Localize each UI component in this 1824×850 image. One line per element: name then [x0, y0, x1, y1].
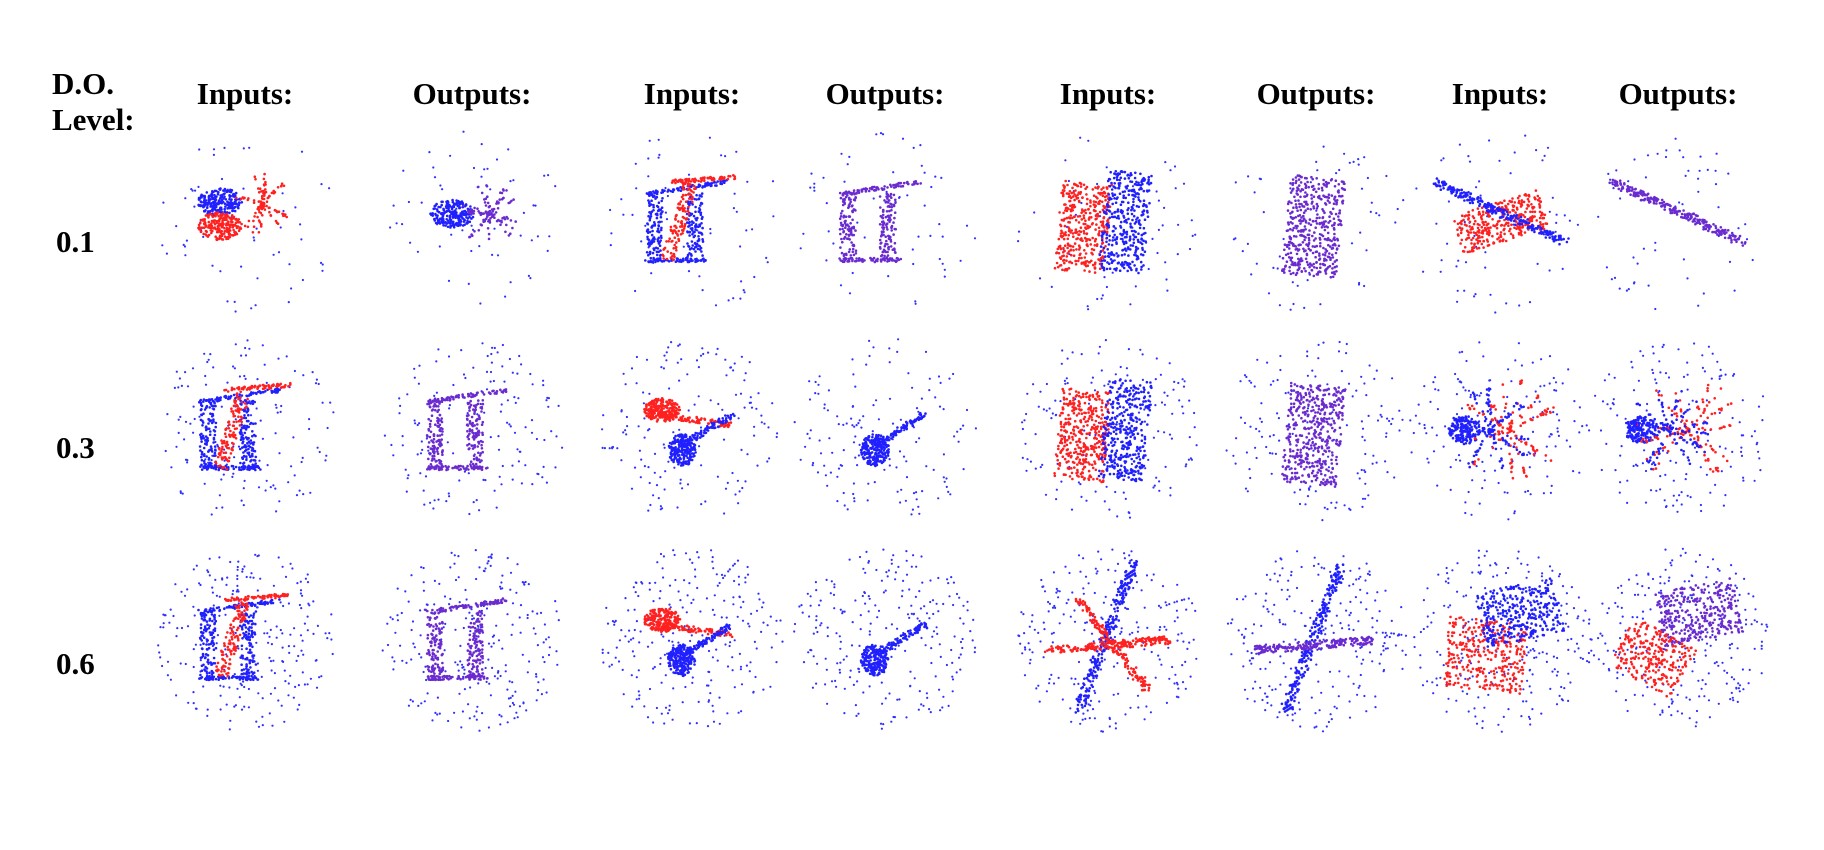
point-cloud-input-chair	[145, 540, 345, 740]
point-cloud-plot	[161, 146, 331, 313]
point-cloud-output-plank	[1578, 122, 1778, 322]
point-cloud-output-airplane	[1216, 540, 1416, 740]
point-cloud-output-sofa	[1216, 330, 1416, 530]
point-cloud-input-chair	[145, 330, 345, 530]
point-cloud-plot	[1413, 549, 1593, 733]
point-cloud-plot	[609, 136, 775, 307]
point-cloud-plot	[1597, 137, 1754, 311]
point-cloud-output-chair	[785, 122, 985, 322]
row-label-dropout-0-1: 0.1	[56, 224, 95, 259]
column-header-inputs: Inputs:	[643, 76, 741, 111]
point-cloud-output-guitar	[785, 540, 985, 740]
column-header-outputs: Outputs:	[1256, 76, 1376, 111]
point-cloud-plot	[1017, 548, 1198, 733]
point-cloud-output-chair	[372, 540, 572, 740]
point-cloud-plot	[601, 549, 784, 728]
point-cloud-plot	[383, 342, 564, 516]
point-cloud-plot	[157, 553, 334, 731]
point-cloud-input-sofa	[1008, 330, 1208, 530]
point-cloud-output-guitar	[785, 330, 985, 530]
point-cloud-plot	[1588, 547, 1769, 728]
point-cloud-plot	[389, 130, 557, 305]
point-cloud-input-sofa	[1008, 122, 1208, 322]
column-header-outputs: Outputs:	[1618, 76, 1738, 111]
point-cloud-plot	[799, 132, 977, 305]
point-cloud-input-lamp	[145, 122, 345, 322]
point-cloud-plot	[164, 339, 335, 516]
point-cloud-output-lamp	[372, 122, 572, 322]
point-cloud-input-guitar	[592, 540, 792, 740]
column-header-outputs: Outputs:	[412, 76, 532, 111]
point-cloud-plot	[1409, 341, 1584, 521]
point-cloud-plot	[1415, 134, 1579, 314]
point-cloud-plot	[793, 338, 977, 516]
point-cloud-input-chair	[592, 122, 792, 322]
row-label-dropout-0-3: 0.3	[56, 430, 95, 465]
point-cloud-plot	[1017, 136, 1197, 311]
point-cloud-input-plank	[1400, 122, 1600, 322]
point-cloud-plot	[1226, 550, 1408, 733]
dropout-level-label-line2: Level:	[52, 102, 135, 137]
point-cloud-plot	[601, 341, 779, 515]
column-header-inputs: Inputs:	[1059, 76, 1157, 111]
point-cloud-plot	[1225, 340, 1404, 522]
point-cloud-input-airplane	[1008, 540, 1208, 740]
dropout-level-label-line1: D.O.	[52, 66, 114, 101]
column-header-inputs: Inputs:	[1451, 76, 1549, 111]
row-label-dropout-0-6: 0.6	[56, 646, 95, 681]
point-cloud-plot	[1585, 342, 1765, 513]
point-cloud-plot	[1021, 339, 1198, 519]
point-cloud-output-chair	[372, 330, 572, 530]
column-header-outputs: Outputs:	[825, 76, 945, 111]
point-cloud-plot	[381, 549, 560, 732]
point-cloud-plot	[1232, 145, 1405, 311]
point-cloud-input-table	[1400, 540, 1600, 740]
point-cloud-input-plant	[1400, 330, 1600, 530]
point-cloud-input-guitar	[592, 330, 792, 530]
point-cloud-plot	[793, 548, 977, 730]
point-cloud-output-sofa	[1216, 122, 1416, 322]
point-cloud-output-plant	[1578, 330, 1778, 530]
column-header-inputs: Inputs:	[196, 76, 294, 111]
point-cloud-output-table	[1578, 540, 1778, 740]
